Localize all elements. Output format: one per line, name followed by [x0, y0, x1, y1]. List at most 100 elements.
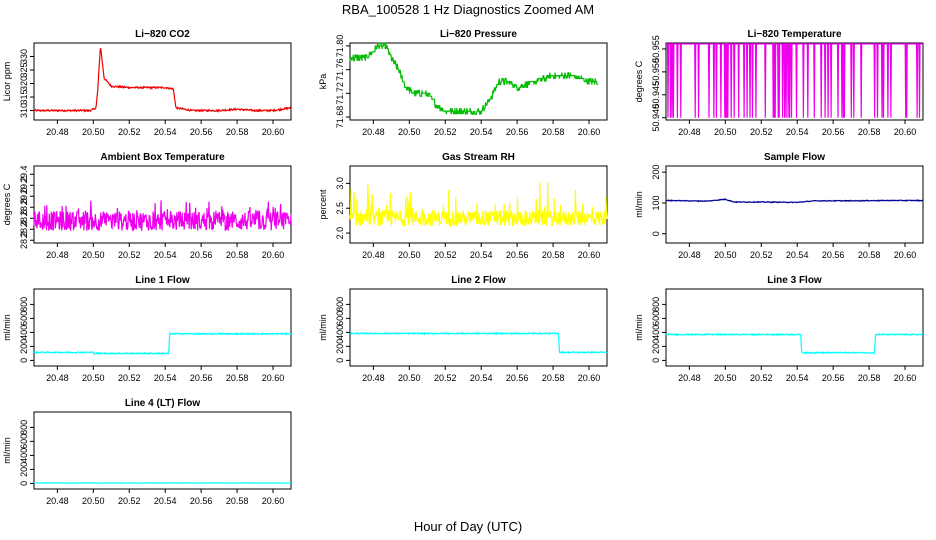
y-tick-label: 330	[19, 49, 29, 64]
panel-6: Sample Flow 20.48 20.50 20.52 20.54 20.56 20.5…	[634, 152, 924, 260]
plot-frame	[33, 411, 292, 490]
y-tick-label: 310	[19, 103, 29, 118]
series-line	[349, 331, 608, 355]
y-tick-label: 325	[19, 63, 29, 78]
y-tick-label: 200	[335, 339, 345, 354]
y-tick-label: 600	[651, 311, 661, 326]
x-tick-label: 20.50	[714, 127, 737, 137]
panel-3: Li−820 Temperature 20.48 20.50 20.52 20.54 20…	[634, 29, 924, 137]
plot-frame	[33, 42, 292, 121]
x-tick-label: 20.58	[542, 250, 565, 260]
x-tick-label: 20.58	[542, 373, 565, 383]
y-tick-label: 0	[19, 481, 29, 486]
y-tick-label: 0	[651, 358, 661, 363]
x-tick-label: 20.54	[154, 496, 177, 506]
x-tick-label: 20.58	[542, 127, 565, 137]
x-tick-label: 20.60	[262, 127, 285, 137]
y-tick-label: 800	[335, 297, 345, 312]
x-tick-label: 20.56	[190, 127, 213, 137]
x-tick-label: 20.60	[894, 373, 917, 383]
x-tick-label: 20.48	[362, 127, 385, 137]
y-tick-label: 28.6	[19, 209, 29, 227]
series-line	[665, 198, 924, 204]
x-tick-label: 20.52	[118, 373, 141, 383]
x-tick-label: 20.56	[506, 250, 529, 260]
figure-title: RBA_100528 1 Hz Diagnostics Zoomed AM	[342, 2, 594, 17]
panel-title: Li−820 Temperature	[747, 29, 841, 40]
y-tick-label: 50.945	[651, 81, 661, 109]
y-tick-label: 800	[19, 420, 29, 435]
plot-frame	[665, 42, 924, 121]
y-tick-label: 400	[19, 448, 29, 463]
x-tick-label: 20.48	[362, 373, 385, 383]
x-tick-label: 20.56	[190, 373, 213, 383]
panel-10: Line 4 (LT) Flow 20.48 20.50 20.52 20.54 20.5…	[2, 398, 292, 506]
x-tick-label: 20.58	[226, 373, 249, 383]
y-axis-label: ml/min	[2, 437, 12, 464]
y-tick-label: 71.76	[335, 58, 345, 81]
x-tick-label: 20.52	[750, 127, 773, 137]
y-tick-label: 400	[19, 325, 29, 340]
y-tick-label: 200	[19, 339, 29, 354]
x-tick-label: 20.54	[470, 127, 493, 137]
x-tick-label: 20.60	[262, 496, 285, 506]
x-tick-label: 20.50	[714, 250, 737, 260]
x-tick-label: 20.60	[262, 373, 285, 383]
x-tick-label: 20.60	[578, 127, 601, 137]
panel-title: Line 4 (LT) Flow	[125, 398, 201, 409]
y-tick-label: 200	[19, 462, 29, 477]
y-tick-label: 71.68	[335, 106, 345, 129]
plot-frame	[349, 42, 608, 121]
y-tick-label: 600	[19, 434, 29, 449]
x-tick-label: 20.54	[154, 127, 177, 137]
x-tick-label: 20.52	[118, 250, 141, 260]
x-tick-label: 20.50	[82, 127, 105, 137]
x-tick-label: 20.60	[578, 373, 601, 383]
x-tick-label: 20.50	[398, 373, 421, 383]
figure-xlabel: Hour of Day (UTC)	[414, 519, 522, 534]
series-line	[33, 331, 292, 356]
y-axis-label: percent	[318, 189, 328, 220]
panels: Li−820 CO2 20.48 20.50 20.52 20.54 20.56 20.58…	[2, 29, 924, 506]
series-line	[33, 200, 292, 232]
series-line	[349, 42, 598, 115]
y-tick-label: 50.955	[651, 35, 661, 63]
x-tick-label: 20.52	[434, 373, 457, 383]
y-axis-label: degrees C	[2, 183, 12, 225]
x-tick-label: 20.48	[678, 373, 701, 383]
x-tick-label: 20.54	[786, 127, 809, 137]
y-tick-label: 600	[19, 311, 29, 326]
panel-title: Line 1 Flow	[135, 275, 190, 286]
panel-9: Line 3 Flow 20.48 20.50 20.52 20.54 20.56 20.5…	[634, 275, 924, 383]
y-axis-label: Licor ppm	[2, 62, 12, 102]
y-tick-label: 29.0	[19, 187, 29, 205]
x-tick-label: 20.48	[46, 127, 69, 137]
y-axis-label: ml/min	[318, 314, 328, 341]
panel-title: Line 2 Flow	[451, 275, 506, 286]
x-tick-label: 20.60	[578, 250, 601, 260]
y-tick-label: 800	[651, 297, 661, 312]
y-tick-label: 29.2	[19, 176, 29, 194]
panel-title: Sample Flow	[764, 152, 825, 163]
x-tick-label: 20.58	[226, 496, 249, 506]
y-tick-label: 28.2	[19, 231, 29, 249]
y-tick-label: 2.5	[335, 202, 345, 215]
plot-frame	[665, 288, 924, 367]
y-tick-label: 0	[19, 358, 29, 363]
y-tick-label: 315	[19, 90, 29, 105]
panel-title: Line 3 Flow	[767, 275, 822, 286]
plot-frame	[349, 288, 608, 367]
x-tick-label: 20.60	[894, 127, 917, 137]
x-tick-label: 20.50	[714, 373, 737, 383]
y-tick-label: 28.8	[19, 198, 29, 216]
panel-title: Li−820 CO2	[135, 29, 190, 40]
plot-frame	[665, 165, 924, 244]
x-tick-label: 20.56	[506, 127, 529, 137]
y-axis-label: ml/min	[634, 191, 644, 218]
y-tick-label: 28.4	[19, 220, 29, 238]
x-tick-label: 20.50	[398, 127, 421, 137]
x-tick-label: 20.54	[154, 373, 177, 383]
x-tick-label: 20.56	[190, 250, 213, 260]
y-axis-label: ml/min	[634, 314, 644, 341]
